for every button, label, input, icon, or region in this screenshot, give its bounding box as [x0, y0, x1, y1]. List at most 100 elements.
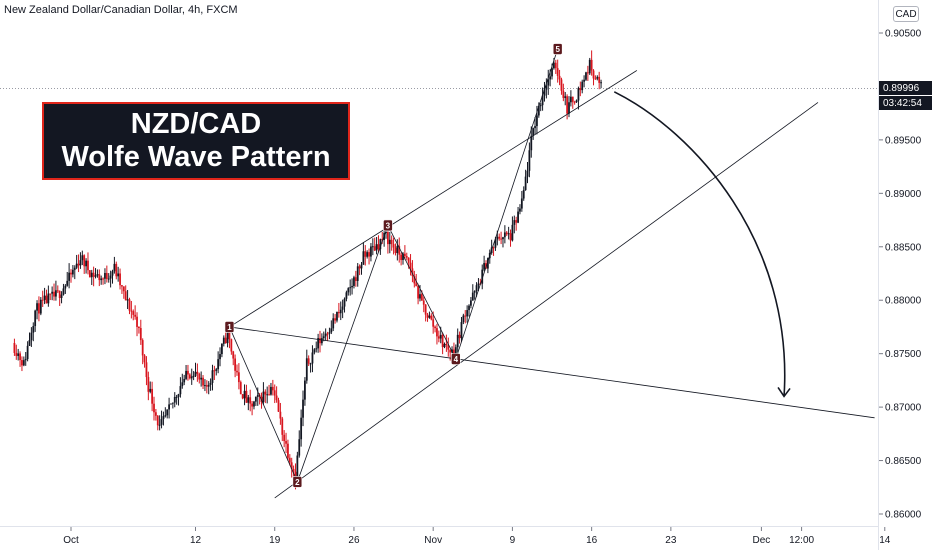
candle-body [262, 391, 265, 402]
candle-body [564, 96, 567, 98]
price-tick-label: 0.87000 [885, 403, 922, 414]
candle-body [58, 290, 61, 299]
candle-body [413, 276, 416, 284]
candle-body [537, 105, 540, 116]
candle-body [443, 343, 446, 348]
candle-body [217, 359, 220, 370]
candle-body [592, 70, 595, 79]
candle-body [396, 245, 399, 254]
candle-body [192, 375, 195, 377]
candle-body [177, 394, 180, 397]
price-tick-label: 0.90500 [885, 29, 922, 40]
wave-leg-line [387, 225, 457, 360]
candle-body [183, 378, 186, 383]
candle-body [364, 251, 367, 257]
candle-body [24, 359, 27, 361]
candle-body [71, 269, 74, 275]
candle-body [447, 345, 450, 350]
candle-body [204, 385, 206, 387]
candle-body [96, 274, 99, 276]
price-tick-label: 0.89000 [885, 189, 922, 200]
currency-button[interactable]: CAD [893, 6, 919, 22]
candle-body [226, 328, 229, 344]
candle-body [439, 334, 442, 339]
candle-body [366, 252, 369, 257]
pattern-title-box: NZD/CAD Wolfe Wave Pattern [42, 102, 350, 180]
candle-body [507, 233, 510, 235]
wave-point-label: 4 [454, 355, 459, 364]
candle-body [111, 271, 114, 276]
candle-body [394, 247, 397, 254]
candle-body [187, 370, 189, 375]
candle-body [139, 328, 142, 341]
drawings-layer: 1 2 3 4 5 [224, 43, 875, 499]
candle-body [36, 303, 38, 311]
candle-body [466, 310, 469, 317]
candle-body [351, 285, 353, 288]
candle-body [307, 358, 310, 364]
candle-body [553, 62, 555, 69]
target-arrow-curve [613, 91, 786, 397]
candle-body [403, 253, 406, 257]
time-tick-label: 23 [665, 535, 677, 546]
candle-body [56, 290, 59, 292]
candle-body [83, 255, 86, 267]
candle-body [503, 232, 506, 238]
price-tick-label: 0.88000 [885, 296, 922, 307]
candle-body [420, 294, 423, 301]
candle-body [138, 326, 140, 329]
candle-body [145, 362, 148, 378]
candle-body [179, 386, 182, 395]
candle-body [583, 79, 585, 82]
candle-body [315, 348, 318, 350]
candle-body [464, 315, 467, 317]
candle-body [136, 316, 138, 327]
candle-body [477, 283, 480, 286]
time-axis[interactable]: Oct 12 19 26 Nov 9 16 23 Dec 12:00 14 [63, 527, 891, 546]
candle-body [168, 404, 170, 410]
candle-body [19, 353, 21, 361]
candle-body [270, 386, 272, 395]
candle-body [32, 326, 35, 333]
candle-body [405, 256, 408, 258]
wave-point-label: 3 [386, 221, 391, 230]
candle-body [221, 343, 223, 355]
candle-body [437, 336, 440, 339]
candle-body [558, 75, 561, 80]
candle-body [13, 342, 16, 353]
candle-body [594, 78, 597, 80]
candle-body [524, 176, 527, 191]
candle-body [253, 401, 255, 407]
candle-body [211, 370, 214, 383]
candle-body [430, 315, 433, 320]
candle-body [88, 270, 91, 278]
candle-body [415, 283, 418, 287]
time-tick-label: 16 [586, 535, 598, 546]
candle-body [245, 390, 248, 403]
candle-body [207, 384, 210, 387]
candle-body [543, 89, 546, 96]
candle-body [313, 349, 316, 353]
candle-body [409, 262, 412, 269]
candle-body [228, 328, 231, 340]
candle-body [500, 238, 502, 240]
candle-body [21, 360, 23, 366]
candle-body [449, 349, 452, 353]
candle-body [458, 334, 461, 339]
candle-body [134, 314, 137, 317]
candle-body [419, 294, 421, 299]
candle-body [285, 441, 287, 444]
candle-body [332, 318, 335, 329]
candle-body [109, 275, 112, 279]
candle-body [588, 59, 591, 74]
candle-body [219, 354, 221, 360]
candle-body [319, 338, 321, 344]
candle-body [281, 418, 284, 435]
candle-body [198, 373, 201, 380]
candle-body [239, 382, 242, 395]
candle-body [209, 382, 212, 385]
candle-body [534, 126, 536, 129]
candle-body [132, 311, 135, 315]
candle-body [126, 299, 129, 301]
